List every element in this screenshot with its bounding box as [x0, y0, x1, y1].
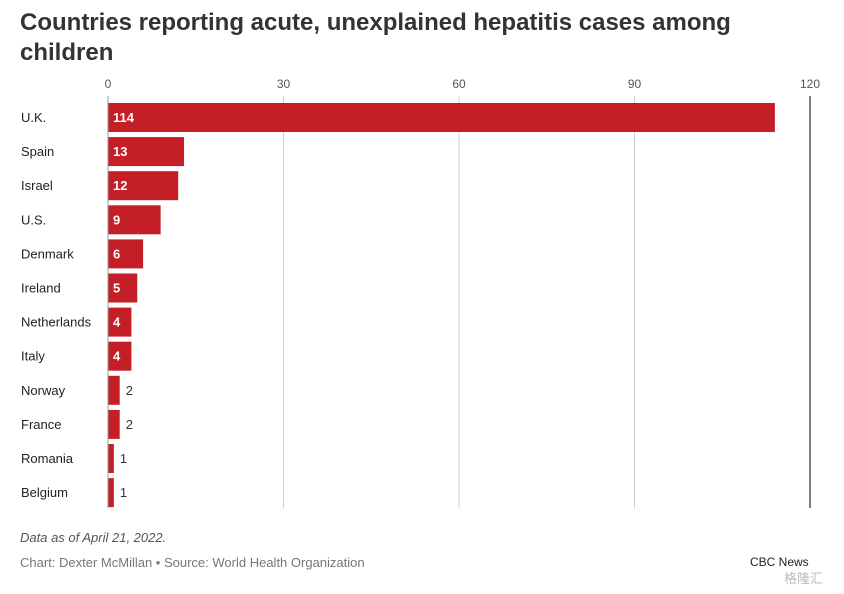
data-label: 4: [113, 315, 121, 330]
data-label: 2: [126, 383, 133, 398]
x-tick-label: 30: [277, 77, 291, 91]
bar: [108, 478, 114, 508]
bar: [108, 409, 120, 439]
x-tick-label: 60: [452, 77, 466, 91]
category-label: U.S.: [21, 212, 46, 227]
bar: [108, 307, 132, 337]
bar: [108, 375, 120, 405]
bar: [108, 171, 179, 201]
category-label: Italy: [21, 349, 45, 364]
category-label: Norway: [21, 383, 66, 398]
category-label: U.K.: [21, 110, 46, 125]
data-label: 2: [126, 417, 133, 432]
category-label: Denmark: [21, 246, 74, 261]
category-label: Ireland: [21, 281, 61, 296]
data-label: 6: [113, 246, 120, 261]
x-tick-label: 90: [628, 77, 642, 91]
x-tick-label: 120: [800, 77, 820, 91]
data-label: 13: [113, 144, 127, 159]
brand-logo: CBC News: [750, 555, 809, 569]
data-label: 9: [113, 212, 120, 227]
bar: [108, 444, 114, 473]
category-label: Israel: [21, 178, 53, 193]
data-label: 1: [120, 451, 127, 466]
category-label: Spain: [21, 144, 54, 159]
data-label: 4: [113, 349, 121, 364]
watermark-logo: 格隆汇: [784, 571, 824, 586]
chart-credit: Chart: Dexter McMillan • Source: World H…: [20, 555, 365, 570]
data-label: 12: [113, 178, 127, 193]
data-label: 1: [120, 485, 127, 500]
data-label: 5: [113, 281, 120, 296]
chart-title: Countries reporting acute, unexplained h…: [20, 9, 731, 66]
data-date-note: Data as of April 21, 2022.: [20, 530, 167, 545]
category-label: France: [21, 417, 61, 432]
bar: [108, 205, 161, 235]
bar: [108, 273, 138, 303]
category-label: Netherlands: [21, 315, 92, 330]
data-label: 114: [113, 110, 135, 125]
bar: [108, 103, 775, 132]
category-label: Romania: [21, 451, 74, 466]
bar: [108, 239, 144, 269]
category-label: Belgium: [21, 485, 68, 500]
bar: [108, 341, 132, 371]
x-tick-label: 0: [105, 77, 112, 91]
bar: [108, 137, 185, 167]
